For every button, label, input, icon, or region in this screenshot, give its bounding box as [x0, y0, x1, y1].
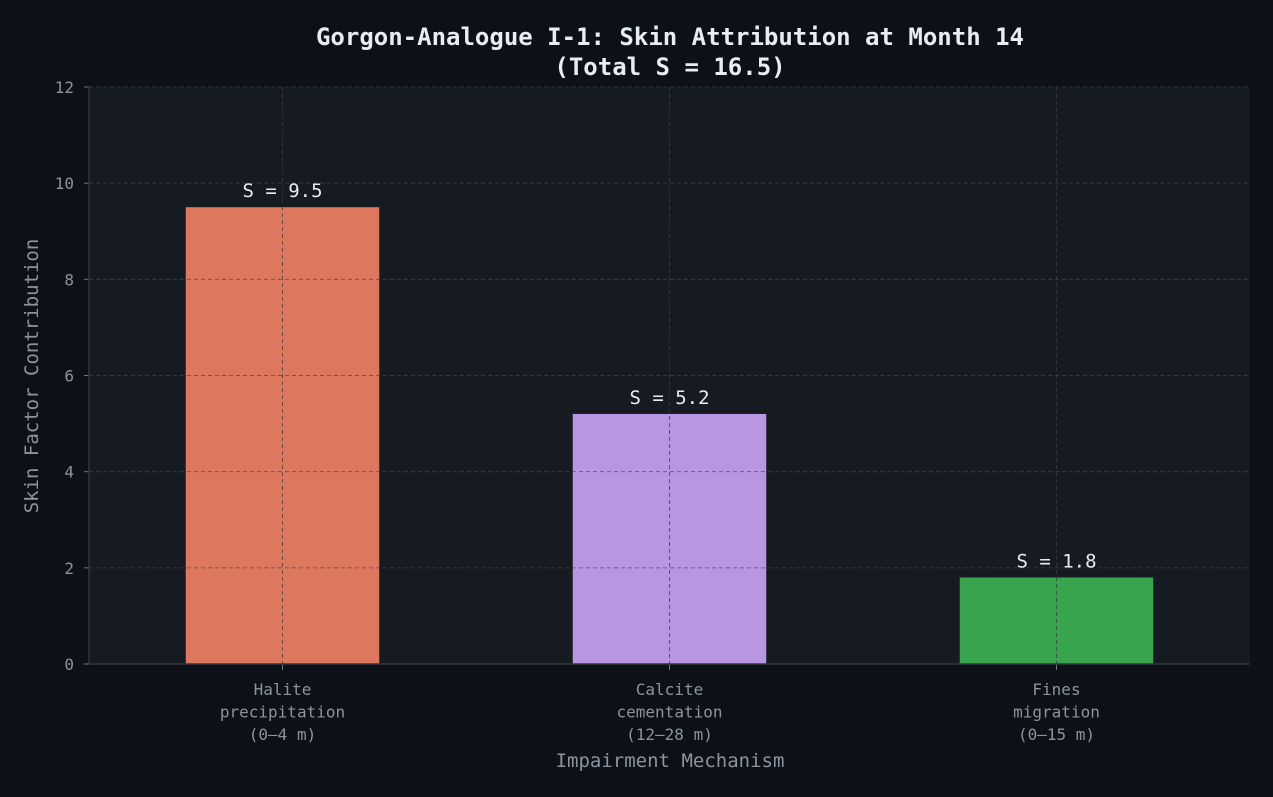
chart-subtitle: (Total S = 16.5) — [554, 53, 785, 81]
y-tick-label: 2 — [64, 559, 74, 578]
data-label: S = 9.5 — [242, 180, 322, 202]
y-tick-label: 6 — [64, 367, 74, 386]
y-tick-label: 8 — [64, 270, 74, 289]
vertical-grid-lines — [89, 87, 1250, 664]
x-tick-label: migration — [1013, 703, 1100, 722]
chart-title: Gorgon-Analogue I-1: Skin Attribution at… — [316, 23, 1024, 51]
y-axis-label: Skin Factor Contribution — [21, 239, 43, 514]
labels: 0 2 4 6 8 10 12 S = 9.5 Halite precipitation (0–4 … — [55, 78, 1100, 744]
x-axis-label: Impairment Mechanism — [556, 750, 785, 772]
y-tick-label: 10 — [55, 174, 74, 193]
x-tick-label: Calcite — [636, 680, 703, 699]
data-label: S = 1.8 — [1016, 550, 1096, 572]
x-tick-label: (12–28 m) — [626, 725, 713, 744]
y-tick-label: 4 — [64, 463, 74, 482]
bar — [185, 207, 380, 665]
x-tick-label: (0–4 m) — [249, 725, 316, 744]
y-tick-label: 12 — [55, 78, 74, 97]
x-tick-label: (0–15 m) — [1018, 725, 1095, 744]
x-tick-label: cementation — [617, 703, 723, 722]
x-tick-label: Fines — [1032, 680, 1080, 699]
axes — [84, 86, 1250, 670]
x-tick-label: Halite — [254, 680, 312, 699]
data-label: S = 5.2 — [629, 387, 709, 409]
x-tick-label: precipitation — [220, 703, 345, 722]
y-tick-label: 0 — [64, 655, 74, 674]
